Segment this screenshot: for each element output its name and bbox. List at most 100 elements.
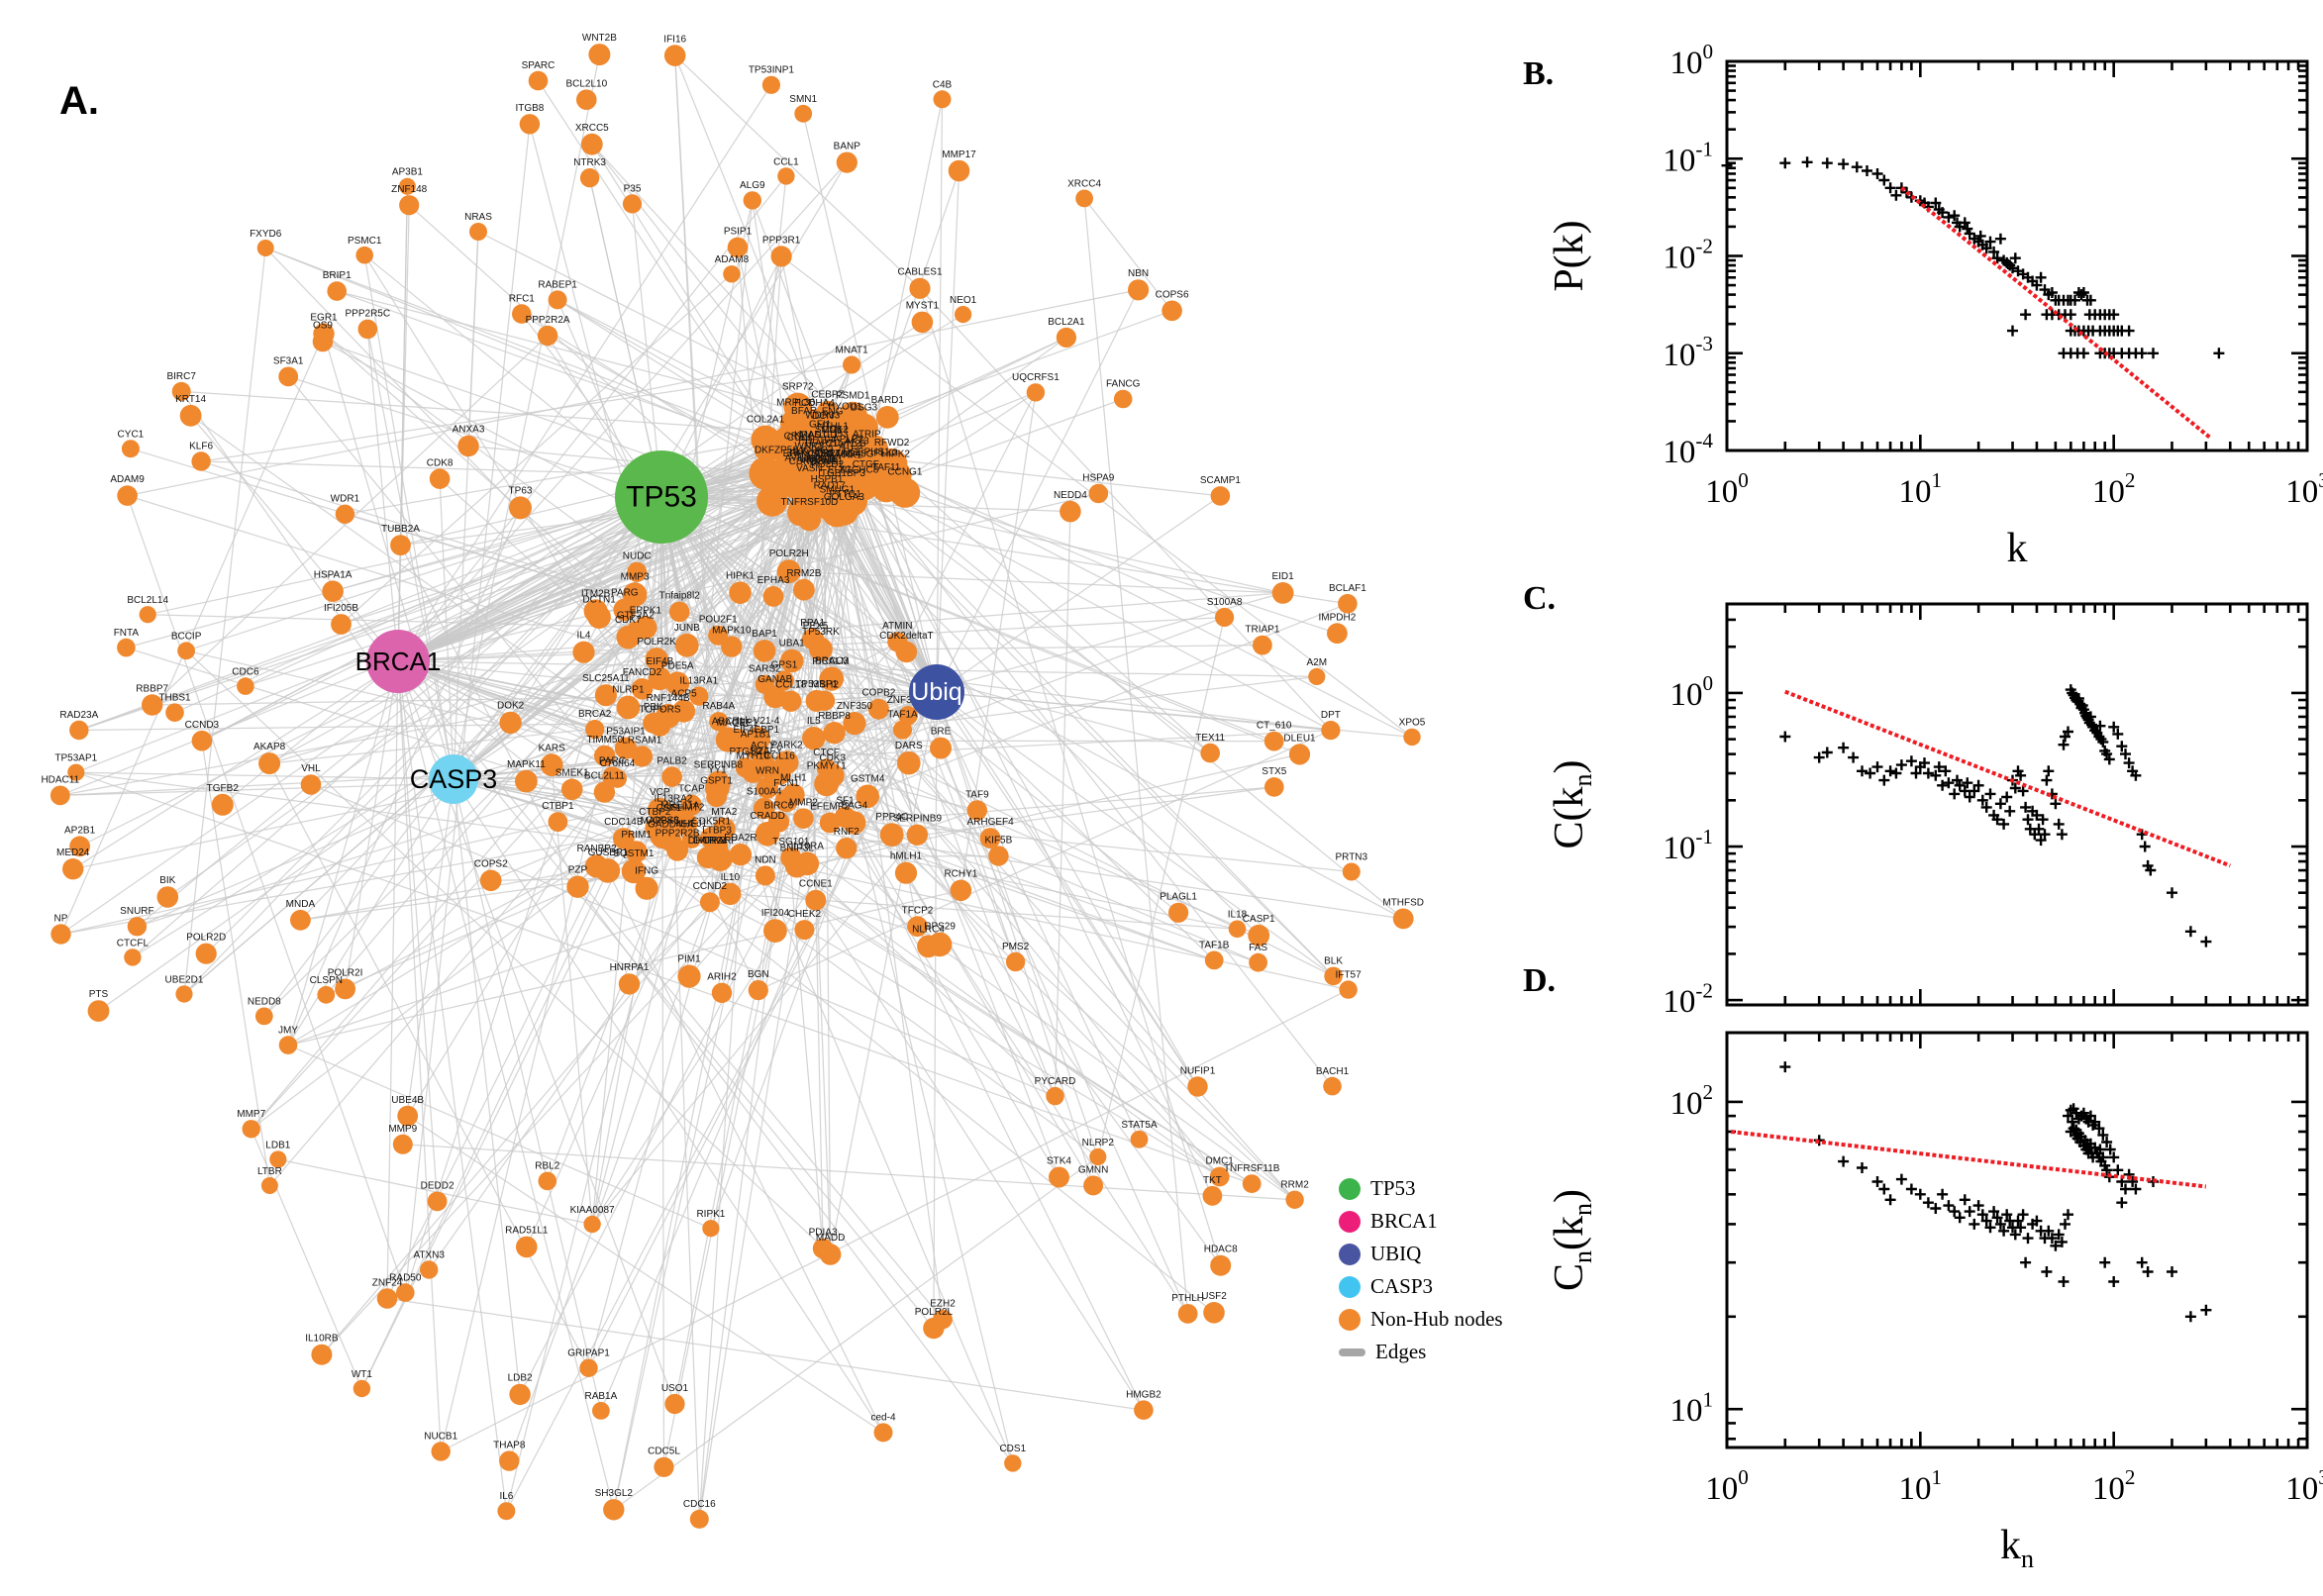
network-node-label: SERPINB8	[694, 760, 744, 771]
network-node	[729, 844, 753, 866]
network-node	[1202, 1185, 1223, 1206]
network-node	[674, 633, 699, 657]
network-node-label: EIF4EBP1	[733, 725, 779, 736]
network-node-label: MMP3	[621, 571, 650, 582]
network-node-label: JMY	[278, 1025, 298, 1036]
network-node-label: RBBP7	[136, 683, 168, 694]
network-node-label: COPS6	[1156, 290, 1189, 301]
network-node-label: MNDA	[286, 899, 316, 910]
network-node	[603, 1499, 625, 1521]
network-node	[819, 1244, 842, 1265]
network-node-label: HSPA1A	[314, 569, 353, 580]
network-node-label: SMN1	[789, 94, 817, 105]
network-node	[955, 306, 972, 324]
network-hubs: TP53 BRCA1 Ubiq CASP3	[355, 450, 964, 804]
network-node-label: UBE2D1	[165, 974, 204, 985]
network-node	[548, 290, 567, 310]
network-node	[1253, 635, 1272, 655]
network-node-label: BRCC3	[815, 656, 849, 667]
network-node-label: KIF5B	[985, 835, 1013, 846]
network-node-label: CDK7	[615, 615, 642, 626]
network-node	[528, 70, 549, 91]
network-node-label: CDK3	[819, 752, 846, 763]
network-node-label: MRE11A	[660, 800, 700, 811]
network-node-label: RANBP2	[576, 844, 616, 854]
network-node-label: SLC25A11	[582, 673, 630, 684]
network-node-label: PSMD1	[836, 391, 870, 402]
network-node	[635, 876, 658, 900]
tick-label: 101	[1899, 1465, 1943, 1507]
network-node-label: TRIAP1	[1245, 625, 1279, 636]
network-node	[312, 331, 334, 352]
network-node-label: DKFZP564O0823	[755, 445, 834, 455]
non-hub-swatch-icon	[1339, 1308, 1361, 1331]
network-node	[1392, 908, 1414, 930]
hub-circle	[366, 630, 430, 693]
tick-label: 101	[1669, 1387, 1713, 1429]
network-node	[805, 689, 828, 712]
fit-line	[1730, 1130, 2207, 1189]
network-node	[735, 757, 757, 778]
network-node-label: COPS2	[474, 858, 508, 869]
network-node-label: MTA2	[711, 807, 737, 818]
network-node-label: EZH2	[930, 1299, 956, 1310]
network-node-label: CDK2	[822, 425, 849, 436]
network-node-label: AP2B1	[64, 825, 96, 836]
network-node-label: ATXN3	[413, 1249, 445, 1260]
network-node-label: VCP	[650, 787, 670, 798]
network-node-label: PARG	[611, 588, 639, 599]
network-node	[300, 774, 322, 795]
tick-label: 102	[2092, 468, 2136, 510]
network-node-label: PBK	[644, 702, 663, 713]
network-node-label: BFAR	[791, 406, 817, 417]
network-node	[457, 435, 479, 457]
network-node-label: MED24	[56, 848, 90, 858]
network-node	[602, 766, 623, 787]
network-node-label: MAD1L1	[799, 430, 838, 441]
network-node-label: EID1	[1271, 571, 1294, 582]
network-node	[625, 841, 648, 863]
network-node-label: A2M	[1307, 657, 1328, 668]
network-node-label: ENG	[822, 407, 844, 418]
network-node-label: CSF1	[656, 803, 682, 814]
network-node-label: C1orf123	[825, 439, 866, 449]
network-node-label: TIPARP	[703, 836, 739, 847]
network-node-label: TOPORS	[639, 704, 680, 715]
network-node	[583, 599, 608, 624]
data-points	[1721, 156, 2225, 359]
network-node	[1288, 744, 1311, 765]
network-node-label: DAPK3	[693, 836, 726, 847]
data-points	[1779, 1061, 2212, 1323]
network-node-label: TP53RK	[802, 627, 840, 638]
network-node-label: KARS	[539, 743, 566, 753]
network-node	[709, 712, 729, 732]
network-node	[290, 909, 311, 931]
network-node-label: THBS1	[158, 692, 191, 703]
network-node	[823, 722, 846, 745]
panel-a-letter: A.	[59, 79, 99, 123]
network-node-label: USF2	[1201, 1291, 1227, 1302]
network-node-label: UNC84B	[799, 454, 839, 465]
network-node	[873, 1423, 893, 1443]
network-node-label: POU2F1	[699, 615, 738, 626]
network-node-label: CEBPZ	[811, 390, 844, 401]
network-node-label: ITGB8	[515, 103, 544, 114]
network-node	[645, 648, 668, 671]
network-node-label: VHL	[301, 763, 321, 774]
network-node	[719, 882, 742, 906]
network-node-label: IFNG	[635, 866, 658, 877]
network-node	[1162, 300, 1182, 322]
tick-label: 100	[1669, 671, 1713, 713]
network-node-label: TCAP	[678, 784, 705, 795]
hub-label: BRCA1	[355, 647, 442, 676]
network-node	[1075, 189, 1093, 208]
network-node	[917, 935, 940, 958]
network-node-label: RABEP1	[538, 279, 577, 290]
network-node-label: BANP	[834, 142, 861, 152]
network-node-label: TAF9	[965, 789, 989, 800]
network-node	[479, 869, 502, 892]
network-node-label: ALG9	[740, 180, 765, 191]
network-node	[843, 355, 861, 374]
tick-label: 102	[2092, 1465, 2136, 1507]
